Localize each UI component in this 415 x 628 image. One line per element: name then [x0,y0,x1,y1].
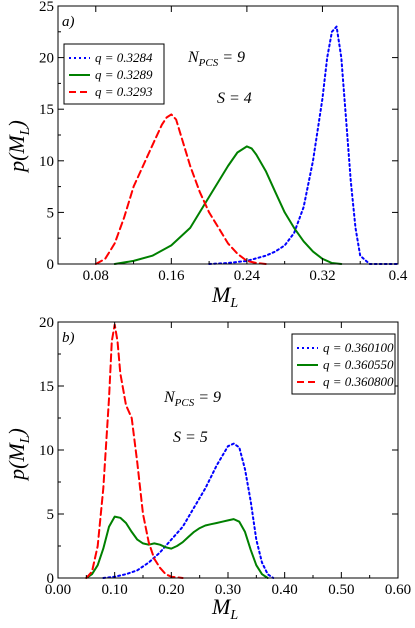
chart-panel-a: 0.08 0.16 0.24 0.32 0.4 0 5 10 15 20 25 a) ML p(ML) NP… [4,0,408,311]
x-axis-label: ML [211,594,238,623]
legend-label-3: q = 0.360800 [323,374,394,389]
series-line-1 [102,442,275,579]
y-axis-label: p(ML) [4,428,33,482]
x-tick-label: 0.32 [309,268,335,284]
legend-label-1: q = 0.360100 [323,340,394,355]
x-tick-label: 0.20 [158,582,184,598]
x-axis-label: ML [211,282,238,311]
panel-label: b) [62,330,75,346]
annotation-npcs: NPCS = 9 [187,49,245,69]
annotation-s: S = 4 [217,90,252,107]
x-tick-label: 0.16 [158,268,185,284]
y-tick-label: 20 [39,315,54,331]
legend-label-3: q = 0.3293 [95,84,153,99]
y-tick-label: 10 [39,154,54,170]
y-axis-label: p(ML) [4,120,33,174]
annotation-s: S = 5 [173,429,208,446]
annotation-npcs: NPCS = 9 [163,389,221,409]
x-tick-label: 0.00 [45,582,71,598]
y-tick-label: 15 [39,102,54,118]
legend-label-2: q = 0.360550 [323,357,394,372]
x-tick-label: 0.10 [102,582,128,598]
x-tick-label: 0.50 [328,582,354,598]
legend-label-1: q = 0.3284 [95,50,153,65]
legend-label-2: q = 0.3289 [95,67,153,82]
y-tick-label: 20 [39,51,54,67]
y-tick-label: 5 [47,205,55,221]
x-tick-label: 0.08 [83,268,109,284]
panel-label: a) [62,14,75,30]
y-tick-label: 5 [47,507,55,523]
x-tick-label: 0.60 [385,582,411,598]
series-line-1 [208,25,399,265]
series-line-3 [94,113,267,265]
series-line-2 [85,515,269,579]
y-tick-label: 10 [39,443,54,459]
x-tick-label: 0.40 [272,582,298,598]
chart-panel-b: 0.00 0.10 0.20 0.30 0.40 0.50 0.60 0 5 10 15 20 b) ML… [4,315,411,623]
series-line-3 [85,323,184,579]
y-tick-label: 0 [47,571,55,587]
series-line-2 [113,145,343,265]
x-tick-label: 0.30 [215,582,241,598]
y-tick-label: 15 [39,379,54,395]
y-tick-label: 0 [47,257,55,273]
x-tick-label: 0.24 [234,268,261,284]
y-tick-label: 25 [39,0,54,15]
x-tick-label: 0.4 [389,268,408,284]
